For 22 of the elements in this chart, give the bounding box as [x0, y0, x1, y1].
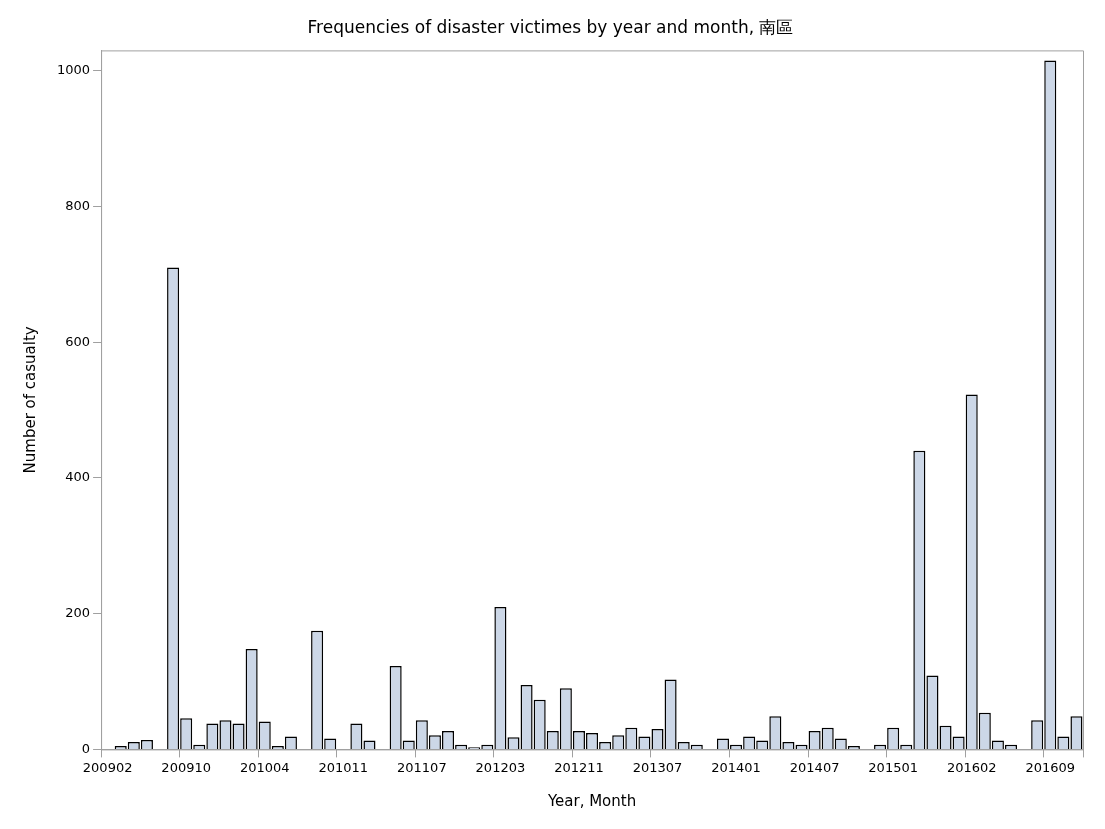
- x-tick-label: 201011: [318, 759, 369, 775]
- x-tick-label: 201609: [1025, 759, 1076, 775]
- x-tick-label: 201004: [239, 759, 290, 775]
- y-tick-label: 600: [65, 333, 91, 349]
- x-tick-label: 201501: [868, 759, 918, 775]
- x-tick-label: 201307: [632, 759, 683, 775]
- y-tick-label: 800: [65, 197, 91, 213]
- x-axis-title: Year, Month: [546, 791, 637, 810]
- x-tick-label: 201107: [397, 759, 447, 775]
- y-tick-label: 0: [81, 740, 91, 756]
- x-tick-label: 201211: [554, 759, 604, 775]
- y-tick-label: 400: [65, 469, 91, 485]
- x-tick-label: 201602: [946, 759, 997, 775]
- x-tick-label: 201401: [711, 759, 761, 775]
- y-tick-label: 1000: [56, 62, 91, 78]
- y-tick-label: 200: [65, 605, 91, 621]
- x-tick-label: 200902: [82, 759, 133, 775]
- y-axis-title: Number of casualty: [20, 326, 39, 474]
- x-tick-label: 200910: [161, 759, 211, 775]
- x-tick-label: 201203: [475, 759, 526, 775]
- x-tick-label: 201407: [789, 759, 840, 775]
- chart-title: Frequencies of disaster victimes by year and month, 南區: [307, 16, 794, 37]
